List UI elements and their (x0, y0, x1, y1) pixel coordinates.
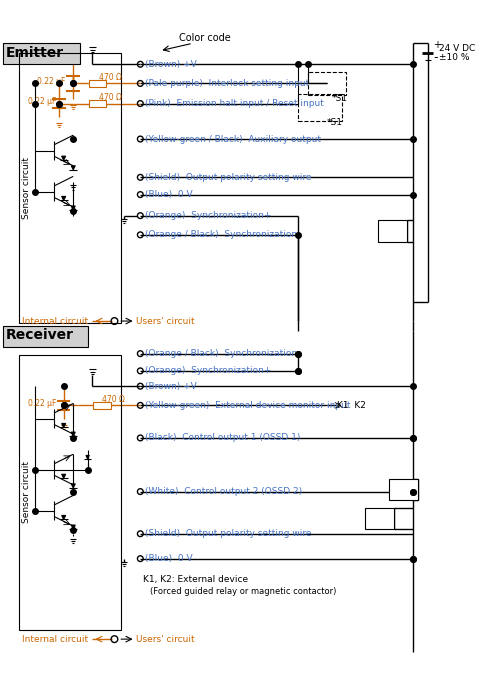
FancyBboxPatch shape (3, 326, 88, 347)
FancyBboxPatch shape (3, 43, 80, 64)
Bar (389, 479, 418, 500)
Polygon shape (61, 424, 66, 428)
Polygon shape (61, 474, 66, 478)
Text: 470 Ω: 470 Ω (102, 395, 125, 404)
Bar (94, 402, 110, 409)
Bar (378, 220, 407, 242)
Text: (Blue)  0 V: (Blue) 0 V (145, 554, 193, 563)
Text: 0.22 µF: 0.22 µF (37, 77, 65, 86)
Polygon shape (71, 432, 75, 436)
Text: 0.22 µF: 0.22 µF (28, 399, 57, 408)
Text: 0.22 µF: 0.22 µF (28, 97, 57, 106)
Bar (89, 79, 106, 87)
Text: (Black)  Control output 1 (OSSD 1): (Black) Control output 1 (OSSD 1) (145, 433, 300, 442)
Text: (Orange / Black)  Synchronization-: (Orange / Black) Synchronization- (145, 349, 300, 358)
Text: (Shield)  Output polarity setting wire: (Shield) Output polarity setting wire (145, 172, 312, 182)
Text: 470 Ω: 470 Ω (99, 73, 122, 82)
Text: (Pale purple)  Interlock setting input: (Pale purple) Interlock setting input (145, 79, 309, 88)
Polygon shape (71, 484, 75, 488)
Bar (365, 508, 394, 529)
Text: +: + (433, 40, 442, 50)
Text: 470 Ω: 470 Ω (99, 93, 122, 102)
Text: K1: K1 (394, 484, 407, 494)
Polygon shape (71, 206, 75, 210)
Text: K2: K2 (370, 513, 383, 522)
Bar (89, 100, 106, 108)
Polygon shape (71, 166, 75, 170)
Text: K1, K2: External device: K1, K2: External device (143, 575, 248, 584)
Text: (Brown) +V: (Brown) +V (145, 60, 197, 69)
Text: Internal circuit: Internal circuit (23, 317, 89, 326)
Text: ±10 %: ±10 % (439, 53, 470, 62)
Bar (299, 94, 341, 121)
Text: Sensor circuit: Sensor circuit (22, 157, 31, 219)
Text: -: - (433, 51, 438, 64)
Text: (Pink)  Emission halt input / Reset input: (Pink) Emission halt input / Reset input (145, 99, 324, 108)
Text: (Brown) +V: (Brown) +V (145, 382, 197, 391)
Text: (Yellow-green)  External device monitor input: (Yellow-green) External device monitor i… (145, 401, 350, 410)
Polygon shape (86, 455, 89, 459)
Polygon shape (71, 525, 75, 529)
Bar (19, 52, 121, 323)
Text: *S1: *S1 (332, 95, 348, 103)
Text: Users' circuit: Users' circuit (135, 317, 194, 326)
Text: Receiver: Receiver (6, 328, 74, 342)
Text: *S1: *S1 (327, 118, 343, 127)
Text: (Forced guided relay or magnetic contactor): (Forced guided relay or magnetic contact… (150, 586, 336, 595)
Bar (19, 355, 121, 629)
Polygon shape (61, 156, 66, 160)
Text: (Yellow-green / Black)  Auxiliary output: (Yellow-green / Black) Auxiliary output (145, 135, 321, 144)
Text: Load: Load (383, 225, 406, 235)
Text: Sensor circuit: Sensor circuit (22, 461, 31, 523)
Polygon shape (61, 197, 66, 200)
Text: (Shield)  Output polarity setting wire: (Shield) Output polarity setting wire (145, 529, 312, 538)
Polygon shape (61, 515, 66, 520)
Bar (308, 72, 346, 95)
Text: (Orange)  Synchronization+: (Orange) Synchronization+ (145, 366, 272, 375)
Text: Emitter: Emitter (6, 46, 64, 60)
Text: (White)  Control output 2 (OSSD 2): (White) Control output 2 (OSSD 2) (145, 487, 302, 496)
Text: Color code: Color code (179, 33, 230, 43)
Text: K1  K2: K1 K2 (336, 401, 366, 410)
Text: (Orange / Black)  Synchronization-: (Orange / Black) Synchronization- (145, 230, 300, 239)
Text: 24 V DC: 24 V DC (439, 44, 476, 53)
Text: Internal circuit: Internal circuit (23, 635, 89, 644)
Text: (Blue)  0 V: (Blue) 0 V (145, 190, 193, 199)
Text: Users' circuit: Users' circuit (135, 635, 194, 644)
Text: (Orange)  Synchronization+: (Orange) Synchronization+ (145, 211, 272, 220)
